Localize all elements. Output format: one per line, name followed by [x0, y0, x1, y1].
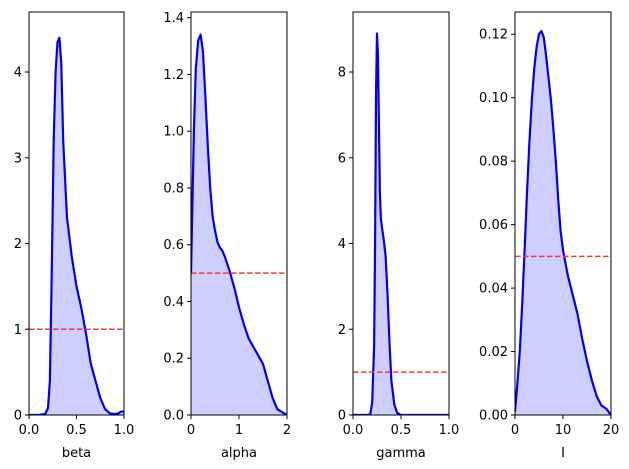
density-fill — [353, 33, 449, 415]
plot-area — [191, 33, 287, 415]
y-tick-label: 1 — [14, 323, 22, 338]
y-tick-label: 3 — [14, 151, 22, 166]
x-tick-label: 0.0 — [19, 423, 40, 438]
y-tick-label: 0.00 — [479, 409, 508, 424]
density-fill — [191, 34, 287, 415]
y-tick-label: 0.8 — [163, 181, 184, 196]
y-tick-label: 1.0 — [163, 125, 184, 140]
y-tick-label: 1.4 — [163, 11, 184, 26]
y-tick-label: 0.0 — [163, 409, 184, 424]
density-line — [515, 29, 611, 415]
y-tick-label: 6 — [338, 151, 346, 166]
y-tick-label: 8 — [338, 66, 346, 81]
axes-frame — [352, 11, 450, 416]
x-tick-label: 1.0 — [439, 423, 460, 438]
density-fill — [515, 31, 611, 415]
y-tick-label: 0.06 — [479, 218, 508, 233]
subplot-2: 0 1 2 0.0 0.2 0.4 0.6 0.8 1.0 1.2 1.4 alpha — [163, 11, 291, 461]
x-tick-label: 0.5 — [391, 423, 412, 438]
x-axis-label: I — [561, 446, 565, 461]
x-tick-label: 0 — [187, 423, 195, 438]
y-tick-label: 4 — [338, 237, 346, 252]
subplot-3: 0.0 0.5 1.0 0 2 4 6 8 gamma — [338, 11, 460, 461]
density-line — [353, 32, 449, 415]
subplot-4: 0 10 20 0.00 0.02 0.04 0.06 0.08 0.10 0.12 I — [479, 11, 620, 461]
y-tick-label: 2 — [14, 237, 22, 252]
y-tick-label: 0.04 — [479, 282, 508, 297]
density-line — [29, 36, 124, 415]
x-tick-label: 0.5 — [66, 423, 87, 438]
y-tick-label: 0.2 — [163, 352, 184, 367]
x-tick-label: 1.0 — [114, 423, 135, 438]
x-tick-label: 0.0 — [343, 423, 364, 438]
x-tick-label: 10 — [555, 423, 572, 438]
y-tick-label: 2 — [338, 323, 346, 338]
x-tick-label: 1 — [235, 423, 243, 438]
density-fill — [29, 37, 124, 415]
x-tick-label: 20 — [603, 423, 620, 438]
y-tick-label: 4 — [14, 66, 22, 81]
x-axis-label: alpha — [221, 446, 257, 461]
y-tick-label: 0.08 — [479, 155, 508, 170]
y-tick-label: 0.10 — [479, 91, 508, 106]
subplot-1: 0.0 0.5 1.0 0 1 2 3 4 beta — [14, 11, 135, 461]
plot-area — [515, 29, 611, 415]
x-axis-label: beta — [62, 446, 91, 461]
y-tick-label: 0 — [14, 409, 22, 424]
x-tick-label: 2 — [283, 423, 291, 438]
y-tick-label: 0.6 — [163, 238, 184, 253]
y-tick-label: 0 — [338, 409, 346, 424]
y-tick-label: 0.4 — [163, 295, 184, 310]
y-tick-label: 0.02 — [479, 345, 508, 360]
y-tick-label: 0.12 — [479, 28, 508, 43]
y-tick-label: 1.2 — [163, 68, 184, 83]
x-tick-label: 0 — [511, 423, 519, 438]
density-line — [191, 33, 287, 415]
x-axis-label: gamma — [376, 446, 426, 461]
plot-area — [29, 36, 124, 415]
plot-area — [353, 32, 449, 415]
